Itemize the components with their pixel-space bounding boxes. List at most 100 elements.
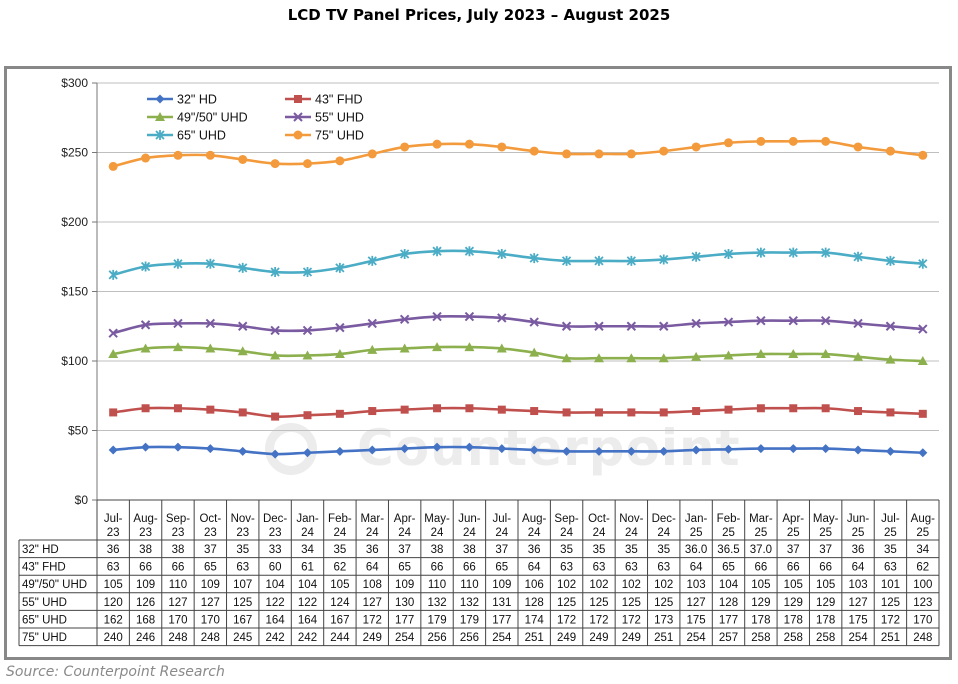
legend-label: 32" HD (177, 93, 217, 107)
table-cell: 109 (395, 579, 414, 591)
x-tick-label: Aug- (522, 513, 546, 525)
table-cell: 251 (654, 632, 673, 644)
table-cell: 125 (557, 597, 576, 609)
x-tick-label: 23 (236, 527, 249, 539)
table-cell: 132 (427, 597, 446, 609)
data-point (659, 446, 669, 456)
data-point (724, 444, 733, 454)
data-point (108, 269, 118, 280)
data-point (918, 150, 928, 160)
data-point (561, 353, 572, 363)
table-cell: 127 (363, 597, 382, 609)
x-tick-label: Oct- (199, 513, 221, 525)
table-cell: 122 (266, 597, 285, 609)
x-tick-label: Jan- (685, 513, 708, 525)
table-cell: 129 (751, 597, 770, 609)
table-cell: 170 (168, 614, 187, 626)
table-cell: 131 (492, 597, 511, 609)
data-point (853, 351, 864, 361)
table-row-label: 32" HD (22, 544, 59, 556)
legend-marker (155, 112, 165, 121)
table-cell: 63 (625, 562, 638, 574)
data-point (140, 320, 151, 330)
table-cell: 249 (622, 632, 641, 644)
data-point (593, 353, 604, 363)
data-point (529, 146, 539, 156)
table-cell: 38 (139, 544, 152, 556)
table-cell: 125 (622, 597, 641, 609)
data-point (917, 356, 928, 365)
data-point (692, 407, 701, 416)
data-point (691, 318, 701, 329)
data-point (788, 247, 798, 258)
data-point (497, 405, 506, 414)
x-tick-label: 25 (852, 527, 865, 539)
data-point (432, 311, 442, 322)
table-cell: 104 (719, 579, 739, 591)
table-cell: 167 (233, 614, 252, 626)
data-point (464, 442, 474, 452)
y-tick-label: $200 (61, 215, 88, 229)
table-cell: 63 (236, 562, 249, 574)
data-point (302, 325, 313, 336)
x-tick-label: 24 (463, 527, 476, 539)
data-point (432, 442, 442, 452)
data-point (302, 350, 313, 360)
table-cell: 127 (168, 597, 187, 609)
table-cell: 254 (492, 632, 512, 644)
table-cell: 104 (298, 579, 318, 591)
table-cell: 258 (816, 632, 835, 644)
data-point (335, 262, 345, 273)
table-cell: 251 (525, 632, 544, 644)
x-tick-label: 24 (528, 527, 541, 539)
table-cell: 35 (884, 544, 897, 556)
data-point (788, 444, 798, 454)
table-cell: 109 (492, 579, 511, 591)
x-tick-label: 25 (819, 527, 832, 539)
data-point (206, 405, 215, 414)
data-point (108, 328, 118, 338)
table-cell: 65 (204, 562, 217, 574)
table-cell: 37 (204, 544, 217, 556)
x-tick-label: May- (424, 513, 450, 525)
data-point (109, 408, 118, 417)
data-point (400, 405, 409, 414)
data-point (335, 322, 345, 333)
x-tick-label: 25 (884, 527, 897, 539)
x-tick-label: Feb- (717, 513, 741, 525)
table-cell: 66 (787, 562, 800, 574)
x-tick-label: Jul- (881, 513, 900, 525)
table-cell: 256 (460, 632, 479, 644)
data-point (562, 149, 572, 159)
data-point (820, 315, 831, 326)
table-cell: 105 (784, 579, 803, 591)
table-cell: 249 (557, 632, 576, 644)
data-point (238, 154, 248, 164)
data-point (140, 261, 151, 272)
data-point (367, 344, 378, 354)
series-line (112, 249, 923, 277)
data-point (433, 404, 442, 413)
table-cell: 179 (460, 614, 479, 626)
data-point (885, 321, 896, 331)
x-tick-label: 24 (657, 527, 670, 539)
data-point (497, 313, 507, 323)
table-cell: 38 (172, 544, 185, 556)
data-point (594, 408, 603, 417)
data-point (756, 136, 766, 146)
data-point (594, 255, 604, 266)
data-point (529, 253, 539, 264)
table-cell: 172 (881, 614, 900, 626)
data-point (496, 343, 507, 353)
table-cell: 105 (330, 579, 349, 591)
data-point (529, 317, 539, 327)
table-cell: 242 (298, 632, 317, 644)
data-point (172, 342, 183, 352)
data-point (303, 159, 312, 169)
data-point (238, 408, 247, 417)
data-point (627, 408, 636, 417)
table-cell: 35 (236, 544, 249, 556)
data-point (756, 315, 766, 326)
data-point (270, 449, 280, 459)
x-tick-label: 25 (722, 527, 735, 539)
